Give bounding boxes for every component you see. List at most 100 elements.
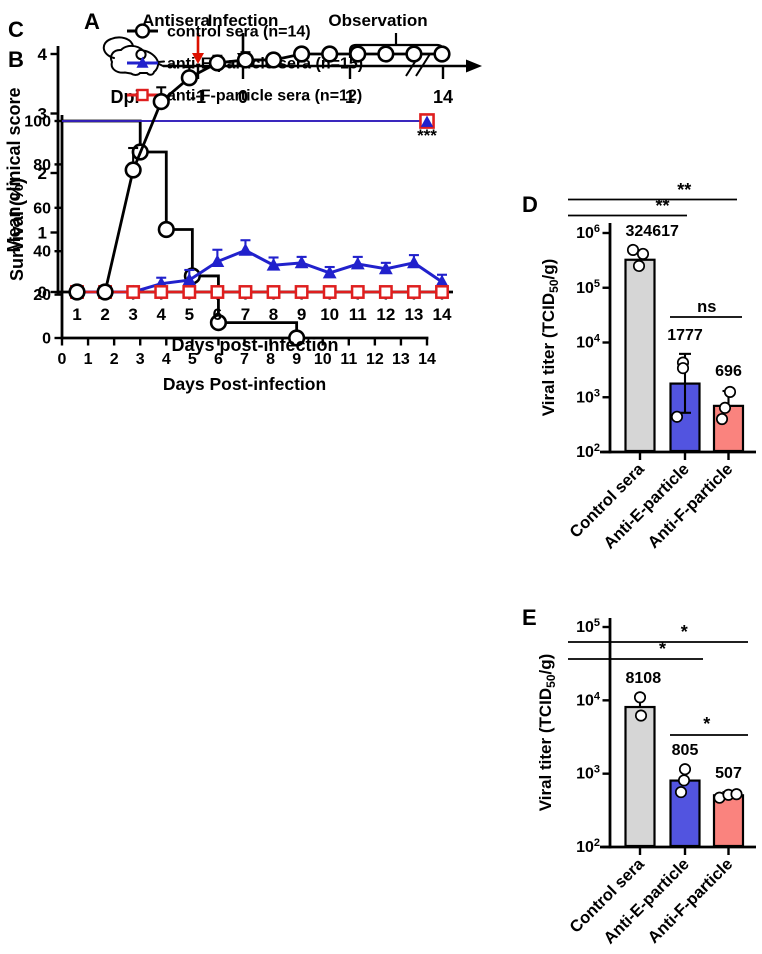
data-point-circle [730,788,743,801]
mouse-ear [135,48,147,61]
data-point-circle [670,410,684,423]
marker-circle-open [208,54,226,72]
text-span: Viral titer (TCID [539,293,558,416]
text-span: Viral titer (TCID [536,688,555,811]
bar-value-label: 805 [672,742,699,759]
marker-triangle-filled [420,115,434,127]
series-control-step-line [62,119,299,338]
marker-square-open [266,285,281,299]
x-tick-label: 13 [404,305,423,324]
marker-circle-open [293,45,311,63]
text-span: 5 [594,617,600,629]
significance-label: * [703,714,710,734]
marker-circle-open [209,313,228,332]
data-point-circle [626,243,640,257]
bar [624,705,656,848]
timeline-tick-label: 1 [345,87,355,107]
text-span: 10 [576,839,594,856]
bar [624,258,656,453]
marker-circle-open [349,45,367,63]
marker-circle-open [405,45,423,63]
y-tick-label: 105 [576,278,600,297]
panel-c-label: C [8,17,24,42]
y-tick-label: 2 [38,164,47,183]
antisera-label: Antisera [142,11,211,30]
marker-square-open [350,285,365,299]
x-tick-label: 14 [433,305,452,324]
text-span: 6 [594,223,600,235]
x-tick-label: 4 [162,351,171,368]
marker-square-open [406,285,421,299]
marker-triangle-filled [322,265,337,279]
marker-circle-open [124,161,142,179]
text-span: 10 [576,280,594,297]
y-axis-title: Mean clinical score [4,87,24,252]
data-point-circle [636,247,650,260]
marker-circle-open [157,220,175,239]
marker-circle-open [236,51,255,69]
text-span: 10 [576,619,594,636]
y-tick-label: 104 [576,690,601,709]
x-tick-label: 5 [188,351,197,368]
marker-square-open [435,285,449,299]
x-tick-label: 1 [84,351,93,368]
text-span: 3 [594,764,600,776]
significance-label: * [681,622,688,642]
marker-square-open [136,88,149,102]
marker-triangle-filled [182,272,197,286]
marker-circle-open [321,45,339,63]
marker-square-open [154,285,169,299]
data-point-circle [723,385,737,398]
marker-triangle-filled [435,274,449,288]
timeline-tick-label: -1 [190,87,206,107]
bar-value-label: 507 [715,765,742,782]
x-tick-label: 11 [349,305,367,324]
y-tick-label: 3 [38,105,47,124]
marker-triangle-filled [238,243,253,256]
y-axis-title: Survival (%) [7,178,27,281]
data-point-circle [677,774,691,787]
x-tick-label: 10 [314,351,332,368]
marker-circle-open [377,45,395,63]
marker-square-open [378,285,393,299]
marker-square-open [182,285,197,299]
x-tick-label: 14 [418,351,436,368]
timeline-tick-label: 14 [433,87,453,107]
legend-label: anti-F-particle sera (n=12) [167,88,362,105]
marker-triangle-filled [378,261,393,275]
text-span: 3 [594,387,600,399]
text-span: 10 [576,692,594,709]
y-tick-label: 104 [576,333,601,352]
marker-square-open [238,285,253,299]
panel-e-label: E [522,605,537,630]
bar-value-label: 324617 [626,223,679,240]
x-tick-label: 12 [366,351,384,368]
significance-label: ns [697,298,716,316]
bar-value-label: 1777 [667,327,703,344]
text-span: 10 [576,335,594,352]
y-tick-label: 0 [42,331,51,348]
y-tick-label: 1 [38,224,47,243]
mouse-tail [102,36,134,59]
marker-square-open [322,285,337,299]
y-tick-label: 20 [33,287,51,304]
text-span: 5 [594,278,600,290]
text-span: 50 [547,279,561,293]
x-tick-label: 8 [266,351,275,368]
x-tick-label: 6 [213,305,222,324]
marker-circle-open [152,92,170,111]
bar-value-label: 8108 [626,670,662,687]
x-tick-label: 1 [72,305,81,324]
data-point-circle [718,401,732,414]
marker-triangle-filled [210,254,225,268]
mouse-body [110,44,165,76]
significance-label: ** [677,180,691,200]
y-tick-label: 102 [576,442,600,461]
marker-triangle-filled [350,256,365,270]
x-tick-label: 5 [185,305,194,324]
marker-square-open [210,285,225,299]
text-span: 2 [594,837,600,849]
